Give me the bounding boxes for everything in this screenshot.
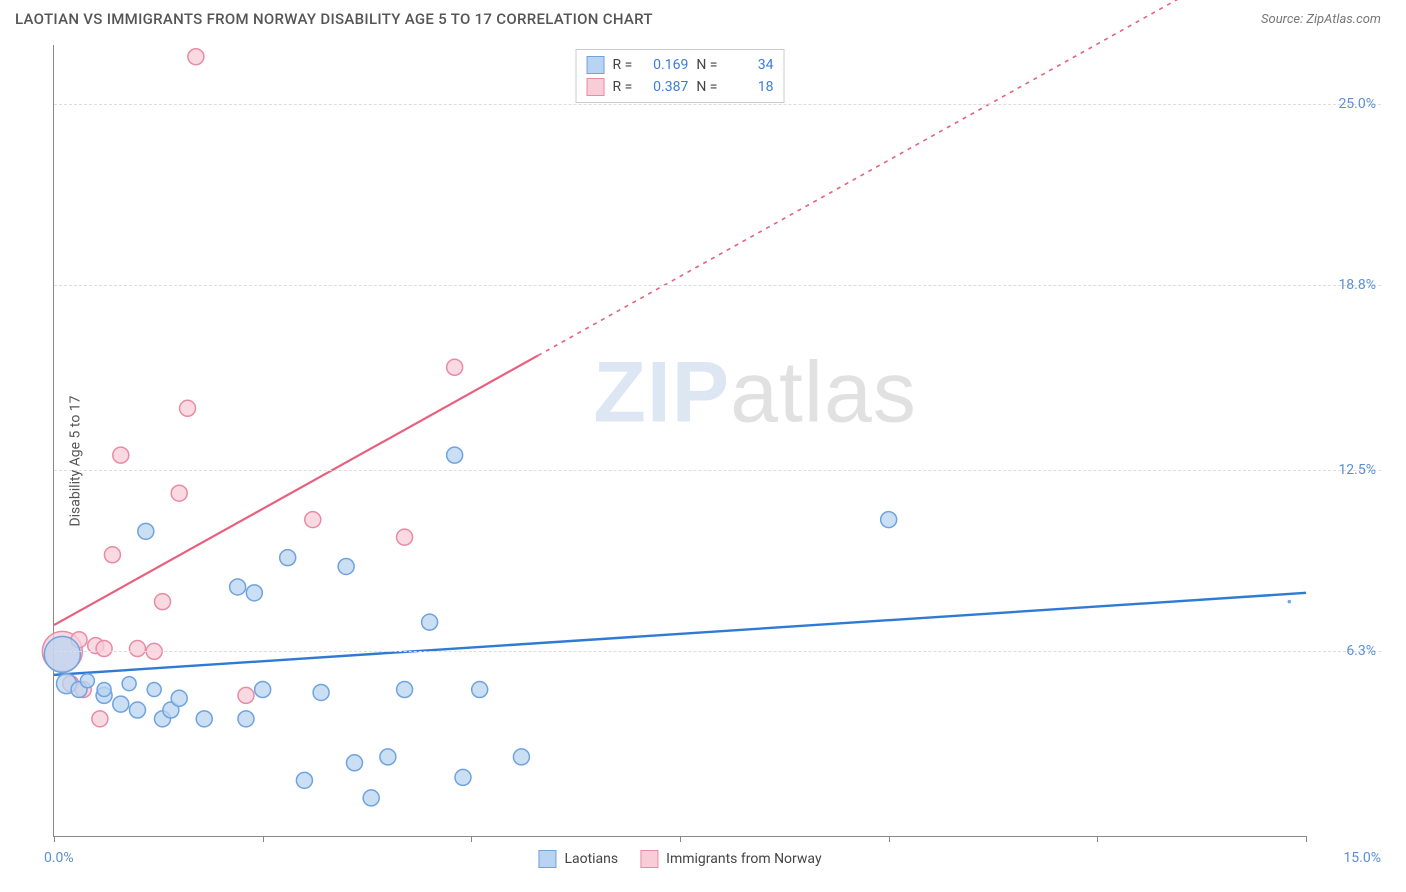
- legend-stats: R = 0.169 N = 34 R = 0.387 N = 18: [576, 49, 785, 103]
- y-tick-label: 18.8%: [1338, 277, 1376, 293]
- y-tick-label: 12.5%: [1338, 462, 1376, 478]
- chart-title: LAOTIAN VS IMMIGRANTS FROM NORWAY DISABI…: [15, 10, 653, 28]
- legend-r-label: R =: [613, 57, 633, 73]
- chart-container: Disability Age 5 to 17 ZIPatlas R = 0.16…: [15, 45, 1381, 877]
- legend-r-label: R =: [613, 79, 633, 95]
- legend-n-value-laotians: 34: [725, 57, 773, 73]
- legend-item-norway: Immigrants from Norway: [640, 850, 821, 868]
- swatch-laotians-icon: [538, 850, 556, 868]
- legend-n-label: N =: [696, 79, 717, 95]
- legend-r-value-norway: 0.387: [640, 79, 688, 95]
- swatch-norway-icon: [587, 78, 605, 96]
- legend-stats-row-norway: R = 0.387 N = 18: [587, 76, 774, 98]
- source-attribution: Source: ZipAtlas.com: [1261, 12, 1381, 27]
- legend-series: Laotians Immigrants from Norway: [538, 850, 821, 868]
- swatch-norway-icon: [640, 850, 658, 868]
- legend-label-norway: Immigrants from Norway: [666, 851, 821, 867]
- swatch-laotians-icon: [587, 56, 605, 74]
- legend-label-laotians: Laotians: [564, 851, 618, 867]
- y-tick-label: 25.0%: [1338, 96, 1376, 112]
- y-tick-label: 6.3%: [1346, 643, 1376, 659]
- chart-header: LAOTIAN VS IMMIGRANTS FROM NORWAY DISABI…: [0, 0, 1406, 36]
- legend-n-value-norway: 18: [725, 79, 773, 95]
- legend-r-value-laotians: 0.169: [640, 57, 688, 73]
- chart-svg: [54, 45, 1306, 836]
- x-axis-min-label: 0.0%: [44, 850, 74, 866]
- plot-area: ZIPatlas R = 0.169 N = 34 R = 0.387 N = …: [53, 45, 1306, 837]
- legend-n-label: N =: [696, 57, 717, 73]
- x-axis-max-label: 15.0%: [1343, 850, 1381, 866]
- legend-item-laotians: Laotians: [538, 850, 618, 868]
- legend-stats-row-laotians: R = 0.169 N = 34: [587, 54, 774, 76]
